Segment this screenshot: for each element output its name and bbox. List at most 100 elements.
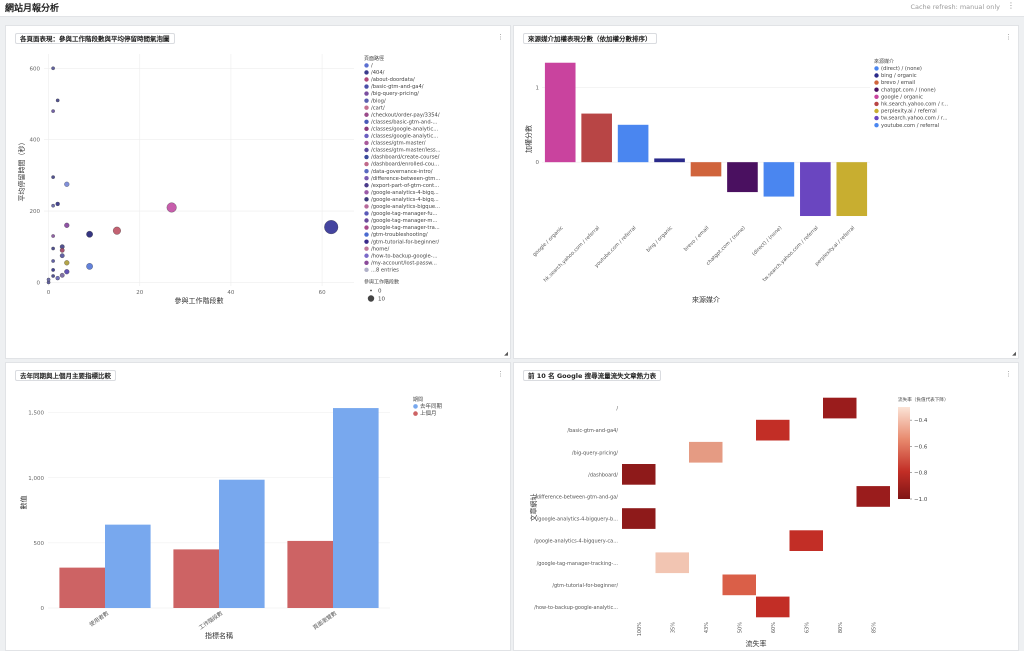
column-label: 63% <box>804 622 810 633</box>
legend-swatch <box>364 77 369 82</box>
legend-item: /google-analytics-bigque... <box>371 204 440 210</box>
legend-swatch <box>364 140 369 146</box>
legend-item: /big-query-pricing/ <box>371 91 419 97</box>
legend-item: /classes/google-analytic... <box>371 126 438 132</box>
legend-swatch <box>364 168 369 174</box>
legend-swatch <box>364 161 369 167</box>
legend-item: bing / organic <box>881 73 917 79</box>
resize-handle-icon[interactable]: ◢ <box>1012 351 1016 357</box>
x-axis-label: 流失率 <box>746 639 767 648</box>
heatmap-cell <box>856 486 890 507</box>
panel-menu-icon[interactable]: ⋮ <box>497 370 504 378</box>
bar <box>173 549 219 608</box>
legend-item: /classes/gtm-master/ <box>371 141 426 147</box>
size-legend-swatch <box>367 295 375 302</box>
size-legend-swatch <box>370 289 372 292</box>
x-tick-label: google / organic <box>532 225 565 258</box>
row-label: /google-tag-manager-tracking-... <box>537 561 619 567</box>
bar <box>727 162 758 193</box>
row-label: /gtm-tutorial-for-beginner/ <box>552 583 618 589</box>
legend-swatch <box>874 73 879 78</box>
bubble-point <box>51 274 55 278</box>
heatmap-cell <box>823 397 857 419</box>
bubble-point <box>64 181 70 187</box>
row-label: /difference-between-gtm-and-ga/ <box>535 494 618 500</box>
legend-swatch <box>364 218 369 223</box>
bar <box>333 408 379 608</box>
legend-swatch <box>364 176 369 181</box>
row-label: /google-analytics-4-bigquery-b... <box>537 517 619 523</box>
column-label: 43% <box>704 622 710 633</box>
legend-title: 來源媒介 <box>874 58 894 65</box>
colorbar-tick-label: −0.6 <box>914 444 928 450</box>
size-legend-item: 0 <box>378 289 382 295</box>
legend-swatch <box>364 91 369 96</box>
legend-swatch <box>364 260 369 265</box>
x-tick-label: 20 <box>136 290 143 296</box>
row-label: /google-analytics-4-bigquery-ca... <box>534 539 618 545</box>
x-tick-label: 0 <box>47 290 51 296</box>
heatmap-cell <box>655 552 689 574</box>
bubble-point <box>324 220 339 235</box>
size-legend-title: 參與工作階段數 <box>364 279 399 286</box>
column-label: 85% <box>871 622 877 633</box>
heatmap-cell <box>722 574 756 596</box>
panel-title: 各頁面表現：參與工作階段數與平均停留時間氣泡圖 <box>15 33 175 44</box>
y-axis-label: 文章網址 <box>529 494 538 522</box>
bubble-point <box>59 272 65 278</box>
legend-swatch <box>874 115 879 121</box>
x-tick-label: youtube.com / referral <box>594 225 638 269</box>
bubble-point <box>51 234 55 238</box>
legend-item: /google-tag-manager-tra... <box>371 225 440 231</box>
panel-menu-icon[interactable]: ⋮ <box>1005 370 1012 378</box>
heatmap-cell <box>622 508 656 529</box>
heatmap-chart: / /basic-gtm-and-ga4/ /big-query-pricing/ /… <box>529 396 949 648</box>
legend-item: / <box>371 63 373 69</box>
x-tick-label: brevo / email <box>683 225 710 252</box>
page-menu-icon[interactable]: ⋮ <box>1007 1 1015 10</box>
y-tick-label: 400 <box>30 138 41 144</box>
heatmap-panel: 前 10 名 Google 搜尋流量流失文章熱力表 ⋮ / /basic-gtm-… <box>513 362 1019 651</box>
x-tick-label: chatgpt.com / (none) <box>705 225 747 267</box>
x-tick-label: perplexity.ai / referral <box>814 225 856 267</box>
y-axis-label: 平均停留時間（秒） <box>17 139 26 202</box>
panel-title: 去年同期與上個月主要指標比較 <box>15 370 116 381</box>
bar <box>219 479 265 608</box>
legend-item: ...8 entries <box>371 267 399 273</box>
bubble-point <box>86 230 93 238</box>
y-tick-label: 200 <box>30 209 41 215</box>
legend-item: /cart/ <box>371 105 385 111</box>
x-axis-label: 指標名稱 <box>205 631 233 640</box>
resize-handle-icon[interactable]: ◢ <box>504 351 508 357</box>
weighted-score-chart: 0 1 google / organic hk.search.yahoo.com / … <box>524 58 948 304</box>
panel-menu-icon[interactable]: ⋮ <box>497 33 504 41</box>
bar <box>287 540 333 608</box>
legend-item: /difference-between-gtm... <box>371 176 441 182</box>
legend-swatch <box>364 133 369 139</box>
legend-item: 去年同期 <box>420 402 443 410</box>
legend-swatch <box>364 154 369 160</box>
legend-swatch <box>364 197 369 202</box>
bubble-point <box>46 277 51 282</box>
legend-item: /404/ <box>371 70 385 76</box>
panel-title: 前 10 名 Google 搜尋流量流失文章熱力表 <box>523 370 662 381</box>
bar <box>763 162 795 197</box>
legend-title: 頁面路徑 <box>364 55 384 62</box>
top-bar: 網站月報分析 Cache refresh: manual only ⋮ <box>0 0 1024 17</box>
column-label: 80% <box>838 622 844 633</box>
legend-swatch <box>364 70 369 75</box>
row-label: / <box>616 406 618 412</box>
bubble-chart-panel: 各頁面表現：參與工作階段數與平均停留時間氣泡圖 ⋮ 0 20 40 60 0 200 400… <box>5 25 511 359</box>
legend-swatch <box>364 105 369 110</box>
bar <box>617 124 649 163</box>
x-tick-label: 頁面瀏覽數 <box>311 609 339 632</box>
colorbar <box>898 407 910 499</box>
row-label: /big-query-pricing/ <box>572 450 618 456</box>
x-tick-label: bing / organic <box>645 225 674 254</box>
legend-item: /gtm-troubleshooting/ <box>371 232 428 238</box>
legend-item: (direct) / (none) <box>881 66 922 72</box>
bar <box>836 162 868 217</box>
panel-menu-icon[interactable]: ⋮ <box>1005 33 1012 41</box>
bubble-point <box>51 268 55 272</box>
colorbar-title: 流失率（負值代表下降） <box>898 396 949 403</box>
